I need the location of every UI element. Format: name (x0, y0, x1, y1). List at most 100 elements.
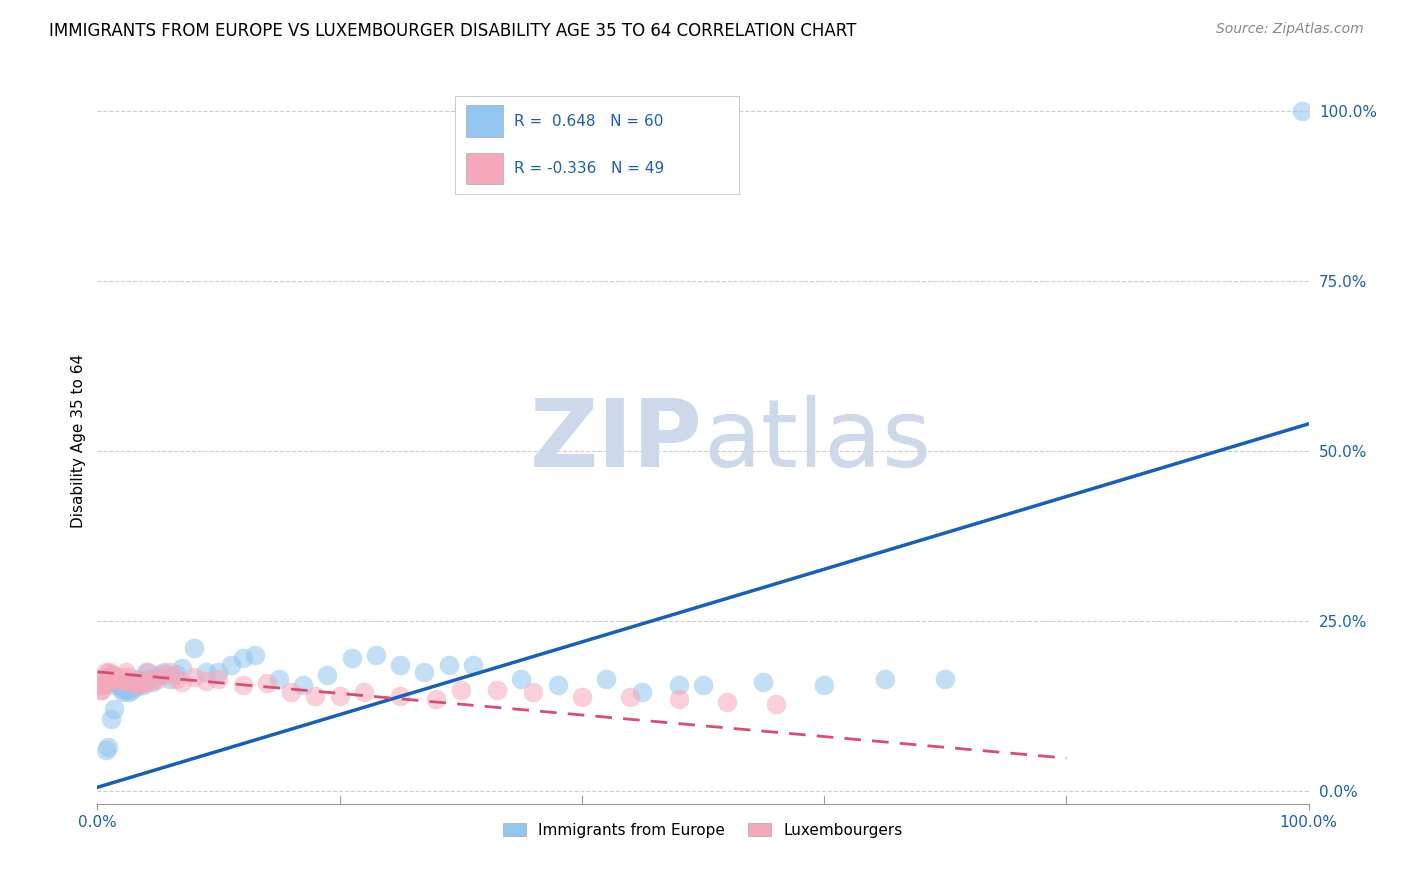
Point (256, 676, 278, 690)
Point (128, 675, 150, 690)
Point (1291, 104, 1313, 119)
Point (118, 685, 141, 699)
Point (510, 672, 533, 686)
Point (141, 673, 163, 688)
Point (292, 678, 315, 692)
Point (304, 689, 326, 703)
Point (117, 681, 139, 695)
Y-axis label: Disability Age 35 to 64: Disability Age 35 to 64 (72, 354, 86, 528)
Point (153, 665, 176, 679)
Point (425, 692, 447, 706)
Point (522, 685, 544, 699)
Point (101, 678, 124, 692)
Point (93, 672, 115, 686)
Point (353, 685, 375, 699)
Point (389, 658, 412, 673)
Point (146, 672, 169, 686)
Point (437, 658, 460, 673)
Point (329, 689, 352, 703)
Point (172, 661, 194, 675)
Point (159, 665, 181, 679)
Point (125, 681, 148, 695)
Point (117, 670, 139, 684)
Point (94, 743, 117, 757)
Point (486, 683, 509, 698)
Point (146, 668, 169, 682)
Legend: Immigrants from Europe, Luxembourgers: Immigrants from Europe, Luxembourgers (498, 817, 908, 844)
Text: ZIP: ZIP (530, 395, 703, 487)
Point (104, 672, 127, 686)
Point (110, 670, 132, 684)
Point (91, 678, 114, 692)
Point (122, 675, 145, 690)
Point (571, 690, 593, 704)
Point (135, 665, 157, 679)
Point (115, 665, 138, 679)
Point (120, 683, 142, 698)
Point (159, 672, 181, 686)
Point (183, 670, 205, 684)
Point (136, 672, 159, 686)
Point (100, 713, 122, 727)
Point (765, 697, 787, 711)
Point (547, 678, 569, 692)
Point (207, 665, 229, 679)
Point (461, 658, 484, 673)
Point (97, 670, 120, 684)
Point (93, 676, 115, 690)
Point (98, 675, 121, 690)
Point (128, 675, 150, 690)
Point (115, 675, 138, 690)
Point (280, 685, 302, 699)
Point (316, 668, 339, 682)
Point (692, 678, 714, 692)
Point (413, 665, 436, 679)
Point (183, 641, 205, 656)
Point (118, 676, 141, 690)
Point (90, 683, 112, 698)
Point (141, 675, 163, 690)
Point (716, 695, 738, 709)
Point (94, 665, 117, 679)
Point (97, 739, 120, 754)
Point (340, 651, 363, 665)
Point (125, 678, 148, 692)
Point (207, 672, 229, 686)
Point (668, 692, 690, 706)
Point (96, 672, 118, 686)
Point (105, 675, 128, 690)
Point (450, 683, 472, 698)
Point (111, 685, 134, 699)
Point (165, 666, 187, 681)
Point (108, 678, 131, 692)
Point (112, 673, 135, 688)
Point (153, 666, 176, 681)
Point (122, 678, 145, 692)
Point (108, 673, 131, 688)
Text: Source: ZipAtlas.com: Source: ZipAtlas.com (1216, 22, 1364, 37)
Point (135, 675, 157, 690)
Point (105, 672, 128, 686)
Point (136, 665, 159, 679)
Point (389, 689, 412, 703)
Point (267, 672, 290, 686)
Point (132, 676, 155, 690)
Point (813, 678, 835, 692)
Point (114, 683, 136, 698)
Point (232, 651, 254, 665)
Point (98, 665, 121, 679)
Point (934, 672, 956, 686)
Point (103, 702, 125, 716)
Point (103, 670, 125, 684)
Point (101, 668, 124, 682)
Text: IMMIGRANTS FROM EUROPE VS LUXEMBOURGER DISABILITY AGE 35 TO 64 CORRELATION CHART: IMMIGRANTS FROM EUROPE VS LUXEMBOURGER D… (49, 22, 856, 40)
Point (101, 666, 124, 681)
Point (364, 648, 387, 662)
Point (112, 678, 135, 692)
Point (172, 675, 194, 690)
Point (668, 678, 690, 692)
Point (243, 648, 266, 662)
Point (619, 690, 641, 704)
Point (93, 678, 115, 692)
Point (219, 658, 242, 673)
